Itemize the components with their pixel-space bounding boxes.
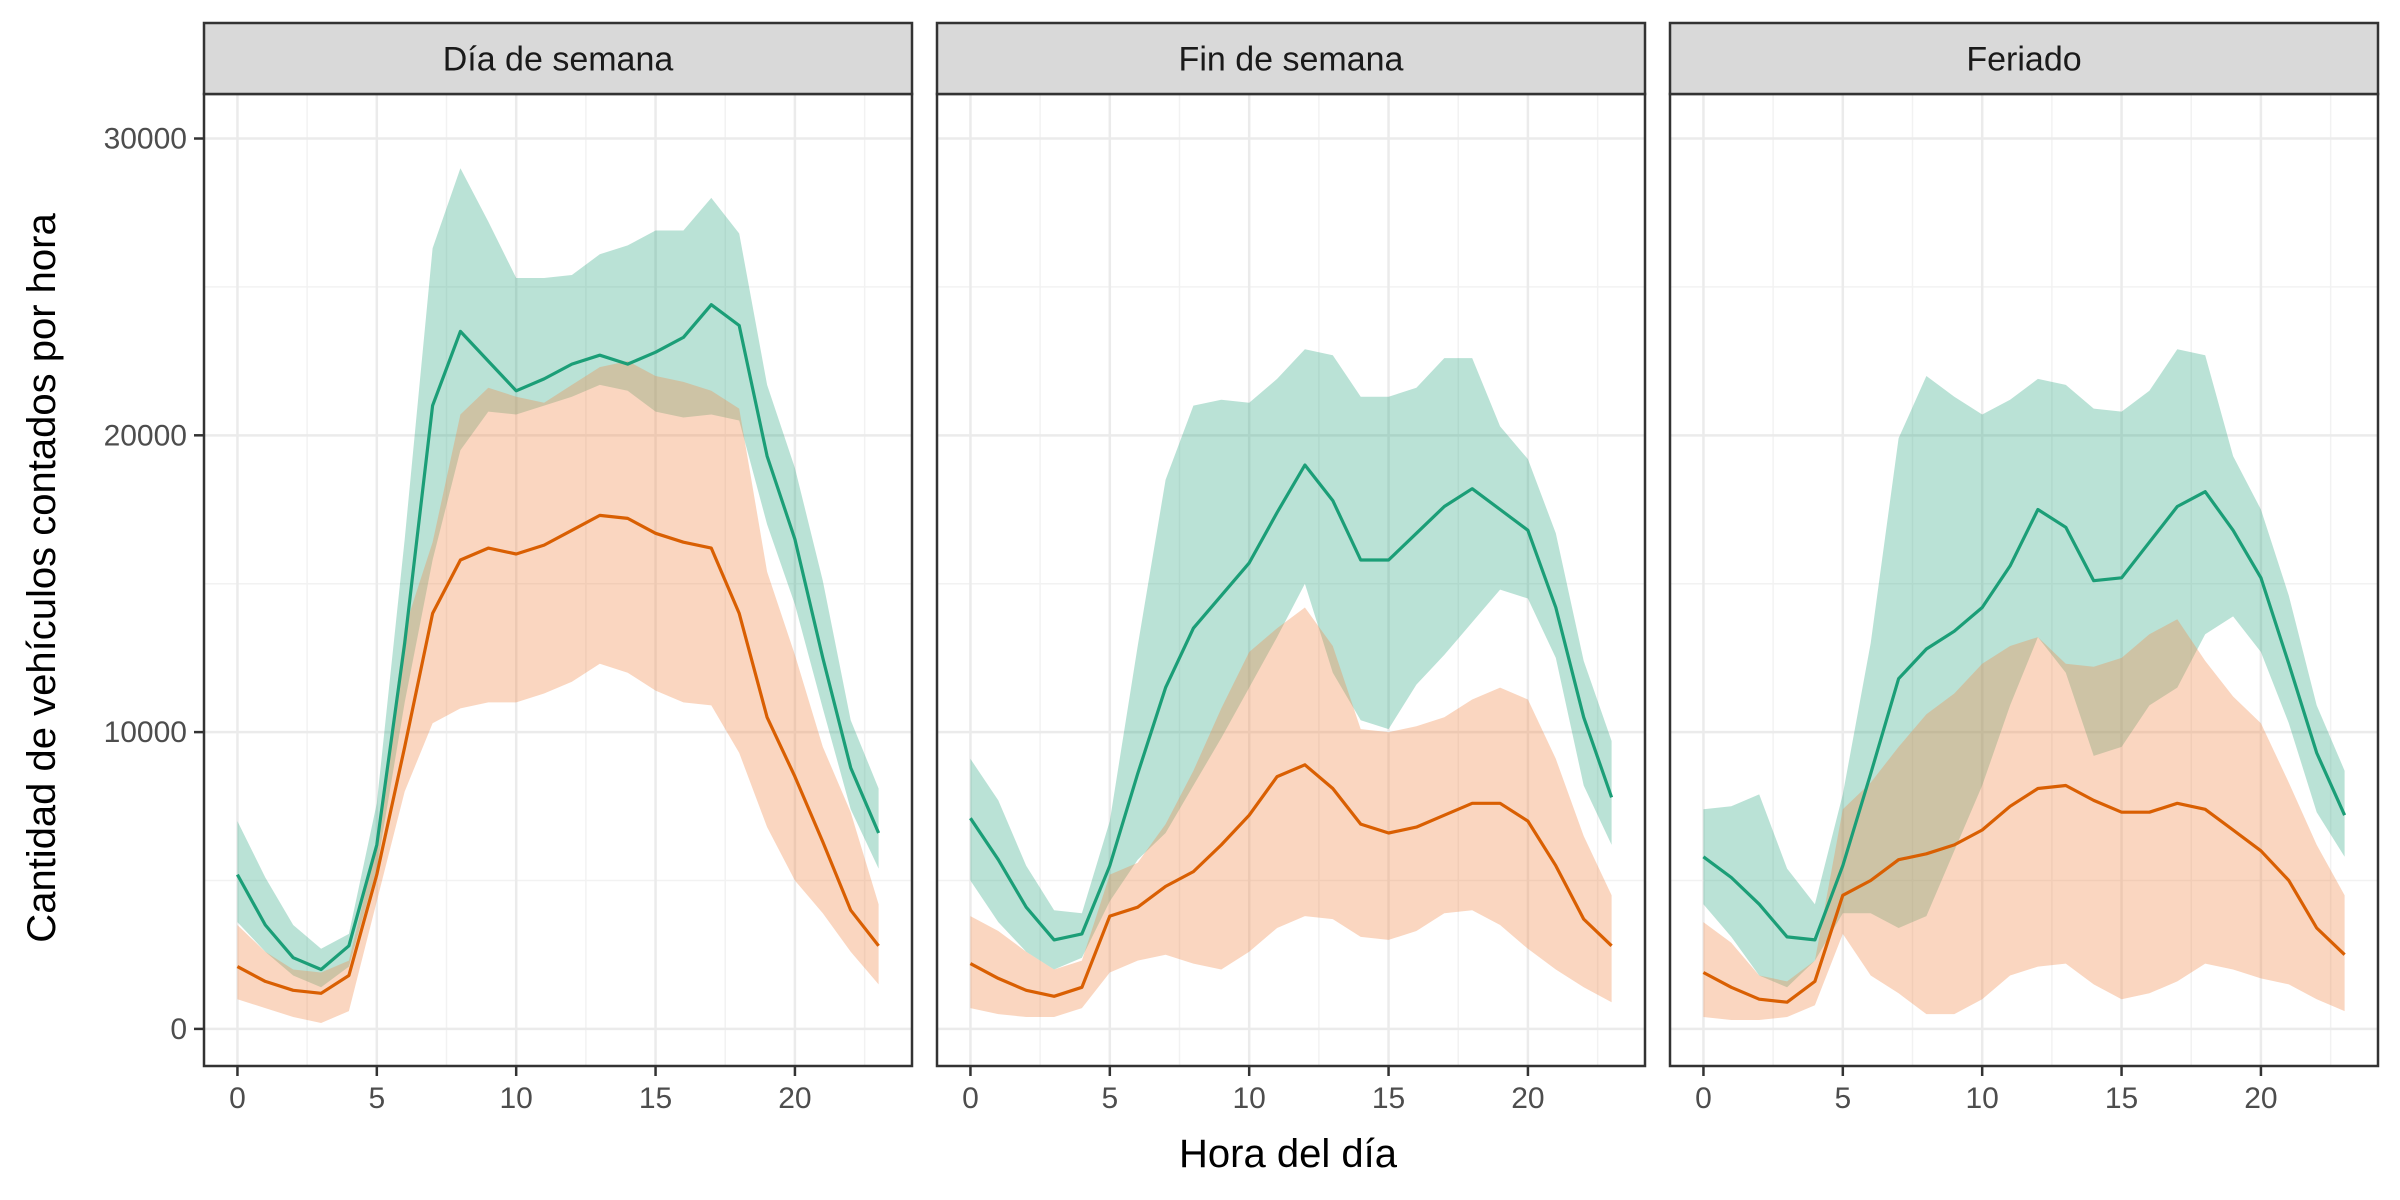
series-2-band	[237, 361, 879, 1024]
series-2-band	[1703, 619, 2345, 1020]
series-2-line	[236, 513, 880, 995]
x-tick-label: 20	[2244, 1082, 2277, 1115]
y-tick-label: 10000	[104, 716, 187, 749]
panel-3: Feriado 0 5 10 15 20	[1668, 21, 2380, 1115]
series-1-line	[969, 463, 1614, 942]
x-tick-label: 0	[229, 1082, 246, 1115]
series-2-band	[970, 607, 1612, 1017]
x-tick-label: 10	[1966, 1082, 1999, 1115]
facet-strip-label: Fin de semana	[1179, 41, 1404, 79]
facet-strip-label: Día de semana	[443, 41, 674, 79]
x-tick-label: 10	[500, 1082, 533, 1115]
x-tick-label: 0	[1695, 1082, 1712, 1115]
facet-strip-label: Feriado	[1966, 41, 2081, 79]
series-1-line	[1702, 490, 2347, 942]
x-tick-label: 15	[639, 1082, 672, 1115]
x-tick-label: 10	[1233, 1082, 1266, 1115]
series-1-band	[237, 168, 879, 988]
panel-1: Día de semana 0 5 10 15 20	[202, 21, 914, 1115]
series-2-line	[969, 763, 1613, 998]
panels: Día de semana 0 5 10 15 20 Fin de semana 0 5 10 15…	[202, 21, 2380, 1115]
x-tick-label: 5	[1834, 1082, 1851, 1115]
x-tick-label: 20	[778, 1082, 811, 1115]
y-tick-label: 30000	[104, 123, 187, 156]
y-tick-label: 20000	[104, 419, 187, 452]
y-axis: 0 10000 20000 30000	[104, 123, 204, 1046]
facet-strip	[935, 21, 1647, 96]
y-tick-label: 0	[170, 1013, 187, 1046]
x-tick-label: 5	[1101, 1082, 1118, 1115]
series-1-band	[1703, 349, 2345, 988]
x-axis-title: Hora del día	[1179, 1132, 1398, 1176]
x-tick-label: 20	[1511, 1082, 1544, 1115]
facet-strip	[1668, 21, 2380, 96]
facet-strip	[202, 21, 914, 96]
x-tick-label: 5	[368, 1082, 385, 1115]
series-2-line	[1702, 783, 2346, 1004]
series-1-line	[236, 303, 881, 972]
panel-2: Fin de semana 0 5 10 15 20	[935, 21, 1647, 1115]
y-axis-title: Cantidad de vehículos contados por hora	[20, 213, 64, 943]
x-tick-label: 15	[2105, 1082, 2138, 1115]
series-1-band	[970, 349, 1612, 970]
x-tick-label: 15	[1372, 1082, 1405, 1115]
x-tick-label: 0	[962, 1082, 979, 1115]
